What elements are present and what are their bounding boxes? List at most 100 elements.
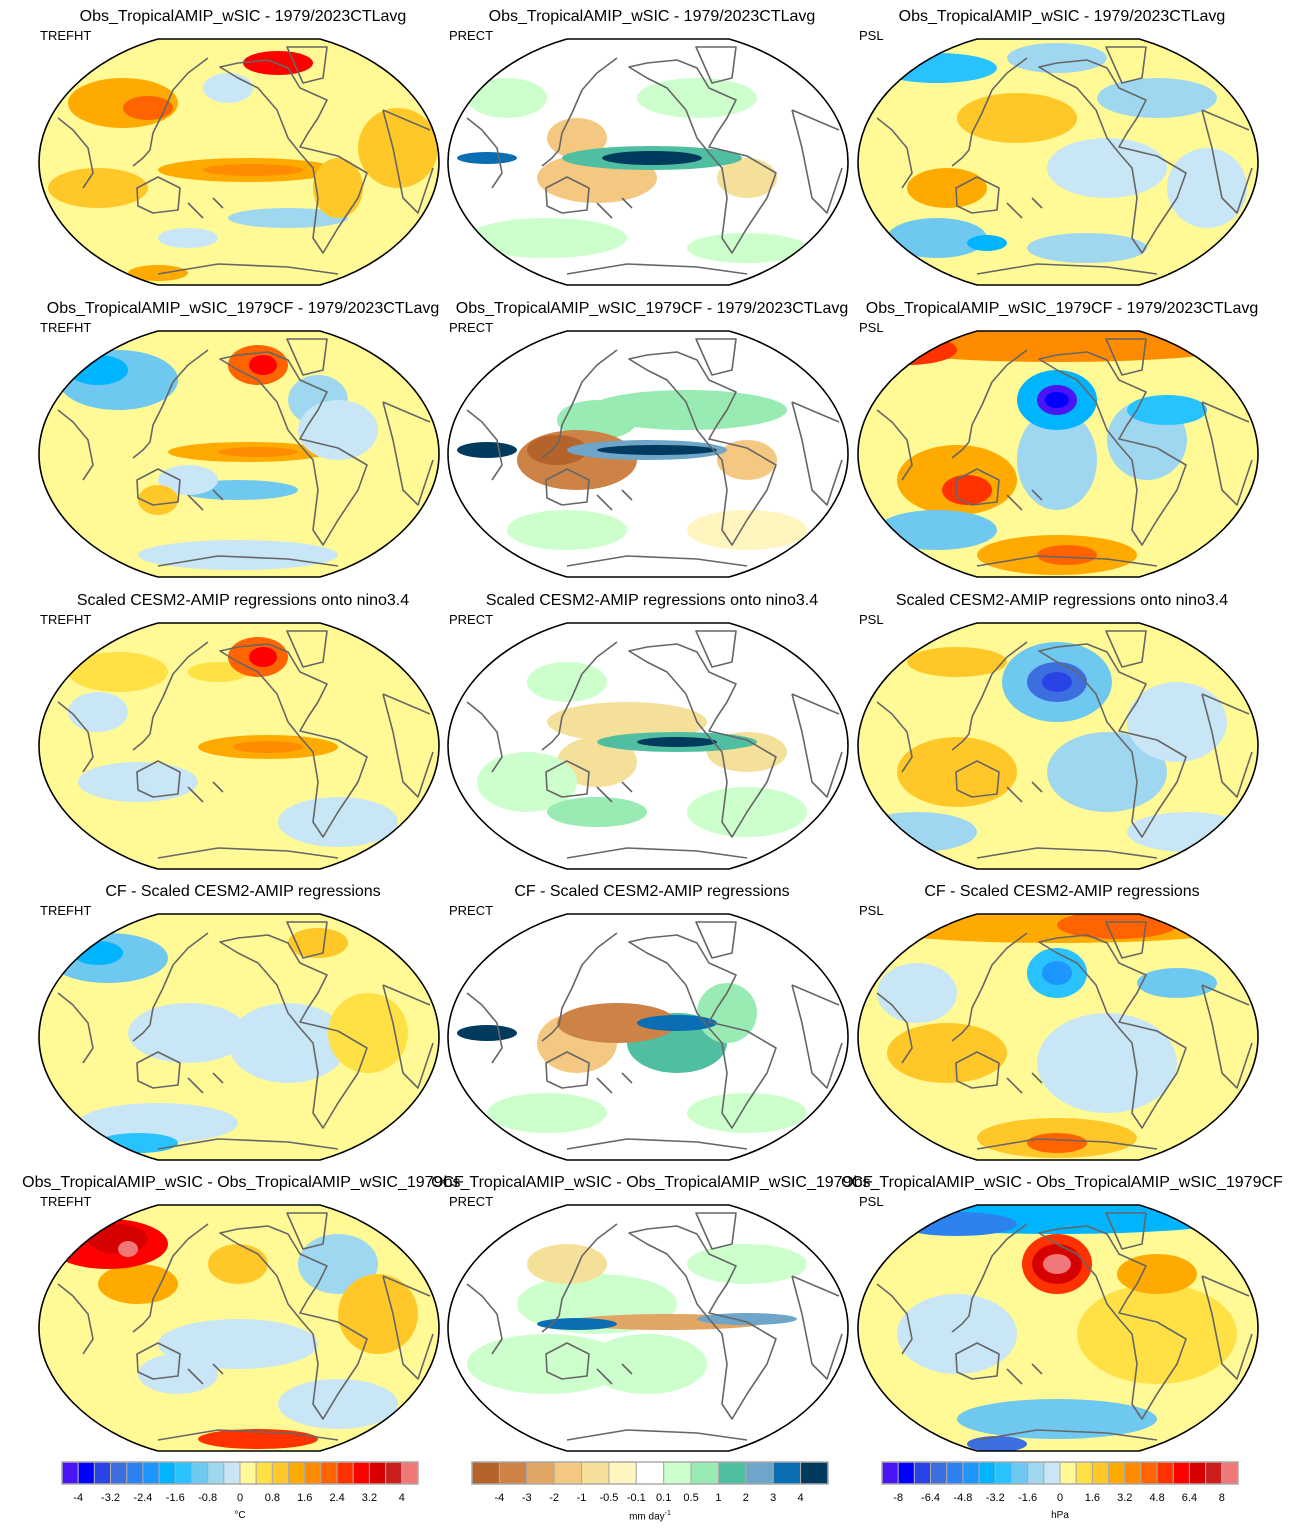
coastline xyxy=(219,1225,368,1420)
field-contour xyxy=(78,1103,238,1143)
coastline xyxy=(466,992,503,1064)
field-contour xyxy=(98,1133,178,1153)
field-contour xyxy=(1007,43,1107,73)
coastline xyxy=(628,643,777,838)
coastline xyxy=(382,109,434,214)
field-contours xyxy=(858,914,1258,1160)
colorbar-tick-label: -2.4 xyxy=(133,1492,152,1504)
field-contour xyxy=(48,168,148,208)
field-contour xyxy=(587,1334,707,1394)
colorbar-box xyxy=(1108,1461,1126,1485)
global-map xyxy=(447,622,849,870)
field-contour xyxy=(967,235,1007,251)
field-contour xyxy=(1037,1013,1177,1113)
coastline xyxy=(628,59,777,254)
coastline xyxy=(157,555,339,567)
coastline xyxy=(541,57,618,167)
field-contour xyxy=(687,1244,807,1284)
coastline xyxy=(876,1283,913,1355)
colorbar-box xyxy=(1059,1461,1077,1485)
coastline xyxy=(545,1051,590,1089)
field-contour xyxy=(1047,138,1167,198)
coastline xyxy=(219,643,368,838)
colorbar-box xyxy=(1091,1461,1110,1485)
panel-variable-label: PRECT xyxy=(449,612,494,627)
coastlines xyxy=(57,921,434,1150)
coastline xyxy=(628,351,777,546)
coastline xyxy=(1038,351,1187,546)
coastline xyxy=(286,1212,328,1250)
field-contours xyxy=(448,39,848,285)
field-contour xyxy=(138,485,178,515)
coastline xyxy=(976,847,1158,859)
coastline xyxy=(1201,109,1253,214)
field-contour xyxy=(1043,1254,1071,1274)
field-contour xyxy=(537,1318,617,1330)
panel-variable-label: TREFHT xyxy=(40,28,92,43)
coastline xyxy=(187,489,224,511)
colorbar-box xyxy=(1140,1461,1158,1485)
colorbar-box xyxy=(978,1461,996,1485)
field-contour xyxy=(1127,395,1207,425)
colorbar-box xyxy=(913,1461,932,1485)
coastline xyxy=(951,932,1028,1042)
field-contour xyxy=(547,702,707,742)
coastline xyxy=(1201,401,1253,506)
map-border xyxy=(857,1204,1259,1452)
coastline xyxy=(187,781,224,803)
coastline xyxy=(466,409,503,481)
coastline xyxy=(1105,921,1147,959)
colorbar-units: hPa xyxy=(880,1510,1240,1521)
colorbar-tick-label: 4.8 xyxy=(1149,1492,1164,1504)
coastline xyxy=(596,197,633,219)
field-contour xyxy=(228,208,348,228)
colorbar-box xyxy=(190,1461,209,1485)
colorbar-tick-label: 0.1 xyxy=(656,1492,671,1504)
colorbar-tick-label: 2 xyxy=(743,1492,749,1504)
coastline xyxy=(1201,1275,1253,1380)
colorbar-box xyxy=(320,1461,338,1485)
colorbar-box xyxy=(1221,1461,1239,1485)
field-contour xyxy=(597,445,717,455)
coastlines xyxy=(876,1212,1253,1441)
coastlines xyxy=(57,338,434,567)
map-border xyxy=(447,913,849,1161)
global-map xyxy=(38,913,440,1161)
panel-variable-label: TREFHT xyxy=(40,320,92,335)
coastline xyxy=(976,1138,1158,1150)
coastline xyxy=(541,349,618,459)
colorbar-psl: -8 -6.4 -4.8 -3.2 -1.6 0 1.6 3.2 4.8 6.4 8 hPa xyxy=(880,1460,1240,1530)
colorbar-tick-label: -4.8 xyxy=(953,1492,972,1504)
field-contour xyxy=(527,662,607,702)
panel-variable-label: PSL xyxy=(859,612,884,627)
coastline xyxy=(951,57,1028,167)
panel-variable-label: TREFHT xyxy=(40,903,92,918)
field-contour xyxy=(877,963,957,1023)
field-contour xyxy=(1077,1284,1237,1384)
coastline xyxy=(157,1429,339,1441)
field-contour xyxy=(158,465,218,495)
colorbar-tick-label: 1.6 xyxy=(297,1492,312,1504)
map-border xyxy=(857,38,1259,286)
coastline xyxy=(695,338,737,376)
coastline xyxy=(1006,1072,1043,1094)
coastline xyxy=(136,760,181,798)
coastline xyxy=(541,1223,618,1333)
field-contour xyxy=(68,355,128,385)
colorbar-box xyxy=(800,1461,829,1485)
field-contour xyxy=(1017,410,1097,510)
colorbar-box xyxy=(158,1461,176,1485)
coastline xyxy=(136,176,181,214)
field-contour xyxy=(467,78,547,118)
coastline xyxy=(466,1283,503,1355)
colorbar-box xyxy=(401,1461,419,1485)
coastline xyxy=(57,409,94,481)
coastline xyxy=(695,46,737,84)
field-contour xyxy=(897,1212,1017,1236)
colorbar-tick-label: 0.5 xyxy=(683,1492,698,1504)
field-contour xyxy=(957,1399,1157,1439)
colorbar-box xyxy=(1043,1461,1061,1485)
colorbar-tick-label: 0 xyxy=(1057,1492,1063,1504)
field-contour xyxy=(1027,1133,1087,1153)
colorbar-tick-label: -1.6 xyxy=(166,1492,185,1504)
